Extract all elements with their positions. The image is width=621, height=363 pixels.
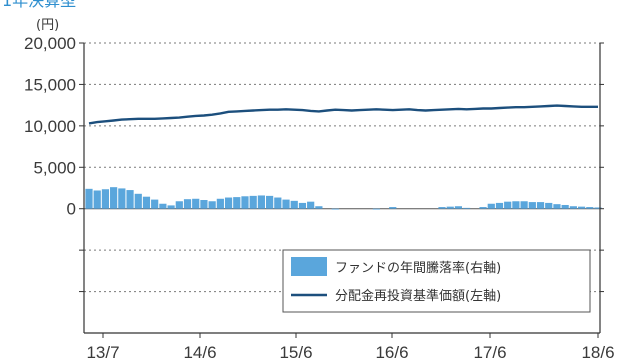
bar bbox=[134, 193, 142, 209]
bar bbox=[257, 195, 266, 209]
bar bbox=[110, 187, 118, 209]
bar bbox=[274, 197, 282, 209]
bar bbox=[126, 190, 134, 209]
bar bbox=[142, 196, 151, 209]
x-tick-labels: 13/7 14/6 15/6 16/6 17/6 18/6 bbox=[86, 343, 614, 362]
bar bbox=[175, 201, 183, 209]
bar bbox=[282, 199, 290, 209]
y-tick-label: 10,000 bbox=[24, 117, 76, 136]
bar bbox=[372, 208, 380, 210]
bar bbox=[512, 201, 520, 209]
bar bbox=[463, 207, 471, 209]
x-tick-label: 17/6 bbox=[473, 343, 506, 362]
bar bbox=[233, 197, 241, 209]
y-tick-label: 15,000 bbox=[24, 75, 76, 94]
bar bbox=[536, 202, 545, 209]
y-tick-label: 5,000 bbox=[33, 158, 76, 177]
bar bbox=[159, 203, 167, 209]
bar bbox=[290, 200, 298, 209]
bar bbox=[487, 203, 495, 209]
bar bbox=[438, 207, 446, 209]
line-series bbox=[88, 104, 598, 125]
legend-swatch-bar bbox=[291, 257, 327, 276]
bar bbox=[85, 188, 93, 209]
bar bbox=[167, 205, 175, 209]
bar bbox=[389, 207, 397, 209]
y-tick-labels: 20,000 15,000 10,000 5,000 0 bbox=[24, 34, 76, 219]
series-line bbox=[88, 104, 598, 125]
bar bbox=[224, 197, 233, 209]
bar bbox=[528, 202, 536, 209]
bar bbox=[101, 189, 110, 209]
axes bbox=[79, 42, 604, 338]
chart-title: 1年決算型 bbox=[2, 0, 76, 10]
bar bbox=[298, 202, 307, 209]
bar bbox=[118, 188, 126, 209]
x-tick-label: 15/6 bbox=[279, 343, 312, 362]
bar bbox=[479, 207, 487, 209]
bar bbox=[446, 206, 454, 209]
bar bbox=[200, 200, 208, 209]
bar bbox=[93, 190, 101, 209]
bar-series bbox=[85, 187, 602, 210]
bar bbox=[266, 195, 274, 209]
bar bbox=[183, 199, 192, 209]
bar bbox=[208, 201, 216, 209]
bar bbox=[561, 204, 569, 209]
bar bbox=[504, 201, 512, 209]
legend-entry-label: ファンドの年間騰落率(右軸) bbox=[335, 260, 501, 276]
x-tick-label: 13/7 bbox=[86, 343, 119, 362]
bar bbox=[151, 199, 159, 209]
bar bbox=[307, 201, 315, 209]
bar bbox=[545, 202, 553, 209]
bar bbox=[315, 206, 323, 209]
x-tick-label: 18/6 bbox=[581, 343, 614, 362]
y-axis-unit: (円) bbox=[36, 18, 59, 33]
bar bbox=[577, 206, 586, 209]
bar bbox=[241, 196, 249, 209]
bar bbox=[586, 207, 594, 209]
legend-entry-label: 分配金再投資基準価額(左軸) bbox=[335, 288, 501, 304]
bar bbox=[216, 198, 224, 209]
bar bbox=[331, 208, 339, 210]
x-tick-label: 14/6 bbox=[183, 343, 216, 362]
bar bbox=[454, 206, 463, 209]
bar bbox=[192, 198, 200, 209]
legend: ファンドの年間騰落率(右軸) 分配金再投資基準価額(左軸) bbox=[282, 249, 591, 313]
bar bbox=[553, 204, 561, 209]
bar bbox=[569, 206, 577, 209]
y-tick-label: 20,000 bbox=[24, 34, 76, 53]
x-tick-label: 16/6 bbox=[375, 343, 408, 362]
bar bbox=[495, 202, 504, 209]
bar bbox=[594, 207, 602, 209]
legend-box bbox=[282, 249, 591, 313]
bar bbox=[249, 195, 257, 209]
bar bbox=[520, 201, 528, 209]
y-tick-label: 0 bbox=[67, 200, 76, 219]
